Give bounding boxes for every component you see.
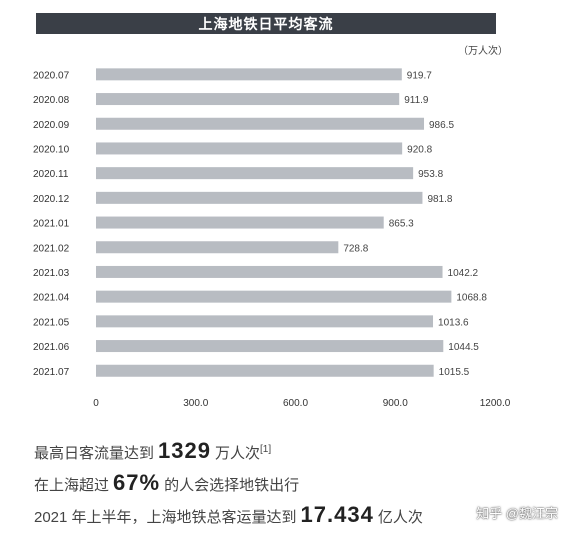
stat-share-value: 67%: [113, 470, 161, 495]
value-label: 986.5: [429, 120, 454, 131]
bar: [96, 93, 400, 106]
stat-peak-suffix: 万人次: [214, 445, 260, 462]
category-label: 2020.10: [33, 144, 70, 155]
value-label: 728.8: [343, 243, 368, 254]
value-label: 920.8: [407, 144, 432, 155]
bar: [96, 364, 434, 377]
value-label: 865.3: [389, 219, 414, 230]
value-label: 911.9: [404, 95, 429, 106]
x-tick-label: 600.0: [283, 398, 308, 409]
bar-chart: 2020.07 919.7 2020.08 911.9 2020.09 986.5 2020…: [33, 68, 511, 409]
bar: [96, 68, 402, 81]
x-tick-label: 1200.0: [480, 398, 511, 409]
value-label: 981.8: [427, 194, 452, 205]
value-label: 1042.2: [448, 268, 479, 279]
stat-line-share: 在上海超过 67% 的人会选择地铁出行: [34, 470, 299, 496]
stat-peak-ref: [1]: [259, 444, 272, 455]
stat-total-value: 17.434: [300, 502, 374, 527]
bar: [96, 290, 452, 303]
stat-share-prefix: 在上海超过: [34, 477, 110, 494]
bar: [96, 191, 423, 204]
category-label: 2021.02: [33, 243, 70, 254]
value-label: 1068.8: [456, 293, 487, 304]
stat-peak-prefix: 最高日客流量达到: [34, 445, 155, 462]
stat-peak-value: 1329: [158, 438, 211, 463]
bar: [96, 265, 443, 278]
bar: [96, 315, 434, 328]
category-label: 2021.06: [33, 342, 70, 353]
bar: [96, 167, 414, 180]
category-label: 2020.07: [33, 70, 70, 81]
bar: [96, 241, 339, 254]
value-label: 919.7: [407, 70, 432, 81]
category-label: 2020.12: [33, 194, 70, 205]
stat-line-total: 2021 年上半年，上海地铁总客运量达到 17.434 亿人次: [34, 502, 423, 528]
stat-total-prefix: 2021 年上半年，上海地铁总客运量达到: [34, 509, 297, 526]
category-label: 2021.04: [33, 293, 70, 304]
stat-total-suffix: 亿人次: [377, 509, 423, 526]
category-label: 2021.01: [33, 219, 70, 230]
stat-line-peak: 最高日客流量达到 1329 万人次[1]: [34, 438, 271, 464]
stat-share-suffix: 的人会选择地铁出行: [164, 477, 300, 494]
value-label: 1015.5: [439, 367, 470, 378]
bar: [96, 340, 444, 353]
bar: [96, 216, 384, 229]
bar: [96, 142, 403, 155]
value-label: 1044.5: [448, 342, 479, 353]
chart-title: 上海地铁日平均客流: [36, 13, 496, 34]
category-label: 2021.03: [33, 268, 70, 279]
watermark: 知乎 @魏汪宗: [476, 506, 558, 521]
bar: [96, 117, 425, 130]
category-label: 2021.07: [33, 367, 70, 378]
category-label: 2020.08: [33, 95, 70, 106]
category-label: 2020.09: [33, 120, 70, 131]
x-tick-label: 900.0: [383, 398, 408, 409]
x-tick-label: 0: [93, 398, 99, 409]
x-tick-label: 300.0: [183, 398, 208, 409]
category-label: 2021.05: [33, 317, 70, 328]
value-label: 953.8: [418, 169, 443, 180]
category-label: 2020.11: [33, 169, 69, 180]
unit-label: （万人次）: [458, 46, 508, 57]
value-label: 1013.6: [438, 317, 469, 328]
